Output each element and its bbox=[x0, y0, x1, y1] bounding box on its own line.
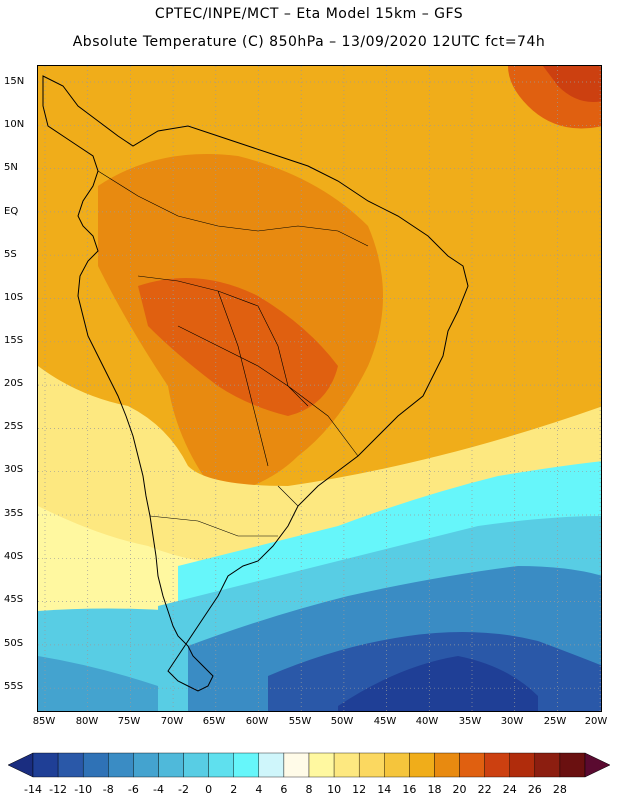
lon-label-35w: 35W bbox=[458, 716, 482, 727]
colorbar-cell bbox=[484, 752, 510, 778]
lon-label-80w: 80W bbox=[75, 716, 99, 727]
lat-label-30s: 30S bbox=[4, 464, 24, 475]
colorbar-left-arrow bbox=[7, 752, 34, 778]
colorbar-label: 2 bbox=[230, 783, 238, 796]
lat-label-15n: 15N bbox=[4, 76, 25, 87]
colorbar-cell bbox=[509, 752, 536, 778]
colorbar-label: 22 bbox=[477, 783, 492, 796]
lon-label-30w: 30W bbox=[500, 716, 524, 727]
colorbar-cell bbox=[559, 752, 586, 778]
colorbar-label: 0 bbox=[205, 783, 213, 796]
colorbar-cell bbox=[82, 752, 109, 778]
colorbar-cell bbox=[133, 752, 159, 778]
colorbar-cell bbox=[534, 752, 561, 778]
colorbar-label: 14 bbox=[377, 783, 392, 796]
colorbar-label: 24 bbox=[502, 783, 517, 796]
colorbar-right-arrow bbox=[584, 752, 611, 778]
lat-label-eq: EQ bbox=[4, 206, 19, 217]
title-line-2: Absolute Temperature (C) 850hPa – 13/09/… bbox=[72, 34, 546, 50]
colorbar-cell bbox=[308, 752, 335, 778]
lon-label-40w: 40W bbox=[415, 716, 439, 727]
colorbar-cell bbox=[233, 752, 260, 778]
colorbar-label: -12 bbox=[49, 783, 68, 796]
lat-label-25s: 25S bbox=[4, 421, 24, 432]
colorbar-label: -14 bbox=[24, 783, 42, 796]
lat-label-10s: 10S bbox=[4, 292, 24, 303]
lon-label-55w: 55W bbox=[288, 716, 312, 727]
colorbar-label: 6 bbox=[280, 783, 288, 796]
colorbar-label: 28 bbox=[552, 783, 567, 796]
colorbar-cell bbox=[158, 752, 184, 778]
temperature-map bbox=[37, 65, 602, 712]
lon-label-25w: 25W bbox=[543, 716, 567, 727]
lat-label-10n: 10N bbox=[4, 119, 25, 130]
field-sw-mid bbox=[38, 656, 158, 711]
colorbar-cell bbox=[409, 752, 435, 778]
lat-label-35s: 35S bbox=[4, 508, 24, 519]
title-line-1: CPTEC/INPE/MCT – Eta Model 15km – GFS bbox=[154, 6, 464, 22]
lat-label-40s: 40S bbox=[4, 551, 24, 562]
colorbar-label: 16 bbox=[402, 783, 417, 796]
lon-label-85w: 85W bbox=[32, 716, 56, 727]
field-deep-blue bbox=[338, 656, 538, 711]
colorbar-cell bbox=[459, 752, 485, 778]
colorbar-cell bbox=[384, 752, 410, 778]
country-borders bbox=[97, 170, 369, 537]
colorbar-label: 12 bbox=[352, 783, 367, 796]
field-yellow-band bbox=[38, 366, 601, 591]
colorbar-cell bbox=[57, 752, 84, 778]
lon-label-70w: 70W bbox=[160, 716, 184, 727]
colorbar-cell bbox=[208, 752, 234, 778]
lat-label-5n: 5N bbox=[4, 162, 18, 173]
lon-label-65w: 65W bbox=[202, 716, 226, 727]
colorbar-label: -2 bbox=[178, 783, 190, 796]
lon-label-50w: 50W bbox=[330, 716, 354, 727]
lat-label-20s: 20S bbox=[4, 378, 24, 389]
colorbar-label: 20 bbox=[452, 783, 467, 796]
colorbar-cells bbox=[32, 752, 586, 778]
colorbar-label: -6 bbox=[127, 783, 139, 796]
colorbar-cell bbox=[108, 752, 134, 778]
colorbar-label: -10 bbox=[74, 783, 93, 796]
colorbar-label: 26 bbox=[527, 783, 542, 796]
colorbar-label: 10 bbox=[327, 783, 342, 796]
colorbar bbox=[7, 752, 611, 778]
colorbar-label: 4 bbox=[255, 783, 263, 796]
colorbar-cell bbox=[434, 752, 460, 778]
colorbar-cell bbox=[283, 752, 310, 778]
lat-label-5s: 5S bbox=[4, 249, 17, 260]
lon-label-60w: 60W bbox=[245, 716, 269, 727]
colorbar-label: -8 bbox=[102, 783, 114, 796]
lat-label-55s: 55S bbox=[4, 681, 24, 692]
colorbar-label: 18 bbox=[427, 783, 442, 796]
coastline-south-america bbox=[42, 75, 469, 692]
map-canvas bbox=[38, 66, 601, 711]
lat-label-50s: 50S bbox=[4, 638, 24, 649]
colorbar-cell bbox=[358, 752, 385, 778]
lon-label-20w: 20W bbox=[584, 716, 608, 727]
lat-label-45s: 45S bbox=[4, 594, 24, 605]
colorbar-label: -4 bbox=[152, 783, 164, 796]
colorbar-cell bbox=[32, 752, 59, 778]
lon-label-75w: 75W bbox=[117, 716, 141, 727]
colorbar-cell bbox=[333, 752, 360, 778]
lon-label-45w: 45W bbox=[373, 716, 397, 727]
colorbar-label: 8 bbox=[305, 783, 313, 796]
colorbar-cell bbox=[258, 752, 285, 778]
lat-label-15s: 15S bbox=[4, 335, 24, 346]
colorbar-cell bbox=[183, 752, 209, 778]
